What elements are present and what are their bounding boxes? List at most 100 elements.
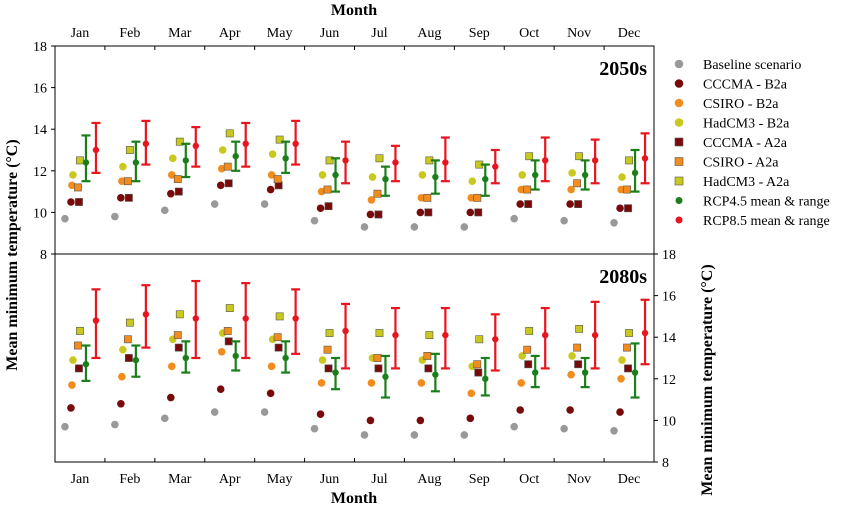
panel-2050s-rcp85-mean bbox=[342, 157, 349, 164]
panel-2050s-hadcm3_a2a-point bbox=[375, 154, 384, 163]
panel-2080s-hadcm3_b2a-point bbox=[618, 356, 626, 364]
panel-2050s-baseline-point bbox=[310, 216, 319, 225]
panel-2050s-rcp45-mean bbox=[132, 159, 140, 166]
panel-2050s-y-tick-label: 16 bbox=[33, 82, 47, 97]
panel-2050s-csiro_b2a-point bbox=[617, 185, 625, 194]
panel-2080s-csiro_a2a-point bbox=[223, 327, 232, 335]
panel-2050s-cccma_b2a-point bbox=[117, 194, 125, 202]
bottom-month-label-sep: Sep bbox=[469, 472, 490, 487]
panel-2080s-rcp45-mean bbox=[332, 369, 339, 376]
legend-item-baseline: Baseline scenario bbox=[674, 58, 801, 73]
panel-2050s-hadcm3_b2a-point bbox=[268, 150, 277, 158]
panel-2050s-hadcm3_b2a-point bbox=[69, 171, 77, 179]
panel-2080s-cccma_b2a-point bbox=[316, 410, 325, 418]
panel-2050s-rcp85-mean bbox=[192, 142, 199, 150]
panel-2050s-cccma_a2a-point bbox=[75, 198, 83, 206]
panel-2050s-cccma_b2a-point bbox=[416, 208, 425, 217]
panel-2080s-hadcm3_b2a-point bbox=[568, 352, 576, 360]
panel-2080s-baseline-point bbox=[160, 414, 169, 423]
panel-2050s-rcp85-mean bbox=[542, 157, 549, 164]
panel-2080s-csiro_b2a-point bbox=[118, 372, 126, 381]
panel-2050s-rcp85-mean bbox=[392, 159, 399, 166]
panel-2050s-hadcm3_a2a-point bbox=[125, 146, 134, 154]
panel-2080s-cccma_a2a-point bbox=[474, 368, 483, 377]
panel-2080s-cccma_b2a-point bbox=[117, 399, 125, 408]
panel-2080s-rcp85-mean bbox=[591, 331, 599, 339]
legend: Baseline scenario CCCMA - B2a CSIRO - B2a H… bbox=[674, 58, 830, 229]
panel-2080s-rcp85-mean bbox=[292, 315, 299, 322]
panel-2080s-cccma_b2a-point bbox=[466, 414, 475, 423]
panel-2080s-y-tick-label: 18 bbox=[662, 248, 676, 263]
panel-2050s-label: 2050s bbox=[599, 58, 647, 80]
panel-2050s-hadcm3_b2a-point bbox=[568, 169, 576, 177]
panel-2050s-hadcm3_b2a-point bbox=[418, 171, 427, 179]
panel-2050s-y-tick-label: 10 bbox=[33, 206, 47, 221]
legend-item-csiro_b2a: CSIRO - B2a bbox=[674, 97, 779, 112]
panel-2050s-cccma_a2a-point bbox=[574, 200, 583, 208]
panel-2050s-csiro_a2a-point bbox=[74, 183, 82, 192]
legend-item-rcp45: RCP4.5 mean & range bbox=[675, 195, 830, 210]
panel-2050s-csiro_b2a-point bbox=[367, 196, 376, 204]
panel-2050s-rcp45-mean bbox=[382, 175, 389, 183]
panel-2050s-rcp85-mean bbox=[591, 157, 599, 164]
panel-2050s-baseline-point bbox=[160, 206, 169, 215]
panel-2080s-csiro_b2a-point bbox=[617, 375, 625, 383]
bottom-month-label-jul: Jul bbox=[371, 472, 387, 487]
panel-2080s-cccma_b2a-point bbox=[416, 416, 425, 425]
panel-2050s-cccma_b2a-point bbox=[466, 208, 475, 217]
legend-label-hadcm3_b2a: HadCM3 - B2a bbox=[703, 117, 790, 132]
panel-2080s-csiro_b2a-point bbox=[217, 347, 226, 356]
panel-2050s-csiro_a2a-point bbox=[323, 185, 332, 194]
panel-2080s-csiro_b2a-point bbox=[567, 370, 575, 379]
panel-2050s-rcp45-mean bbox=[482, 175, 489, 183]
panel-2050s-baseline-point bbox=[560, 216, 568, 225]
legend-marker-csiro_b2a bbox=[674, 98, 684, 108]
panel-2080s-cccma_b2a-point bbox=[67, 404, 75, 412]
panel-2050s-csiro_a2a-point bbox=[623, 185, 631, 194]
panel-2080s-cccma_a2a-point bbox=[574, 360, 583, 369]
panel-2080s-cccma_a2a-point bbox=[424, 364, 433, 373]
legend-label-cccma_a2a: CCCMA - A2a bbox=[703, 136, 788, 151]
panel-2080s-csiro_b2a-point bbox=[517, 379, 526, 387]
panel-2080s-cccma_b2a-point bbox=[216, 385, 225, 394]
panel-2050s-rcp45-mean bbox=[532, 171, 539, 179]
top-month-label-jan: Jan bbox=[71, 26, 90, 41]
panel-2080s-hadcm3_b2a-point bbox=[119, 345, 127, 354]
panel-2080s-csiro_b2a-point bbox=[467, 389, 476, 398]
legend-marker-cccma_b2a bbox=[674, 79, 684, 88]
panel-2050s-cccma_a2a-point bbox=[624, 204, 632, 213]
panel-2050s-rcp85-mean bbox=[242, 140, 249, 147]
panel-2080s-csiro_b2a-point bbox=[317, 379, 326, 387]
top-month-label-jul: Jul bbox=[371, 26, 387, 41]
panel-2050s-csiro_b2a-point bbox=[467, 194, 476, 202]
top-month-label-mar: Mar bbox=[168, 26, 192, 41]
panel-2050s-hadcm3_b2a-point bbox=[518, 171, 527, 179]
panel-2080s-csiro_a2a-point bbox=[273, 333, 282, 342]
panel-2080s-rcp45-mean bbox=[282, 354, 289, 362]
panel-2050s-rcp85-mean bbox=[492, 163, 499, 170]
panel-2050s-cccma_a2a-point bbox=[374, 210, 383, 219]
panel-2050s-csiro_b2a-point bbox=[217, 164, 226, 173]
panel-2050s-cccma_b2a-point bbox=[67, 198, 75, 206]
panel-2080s-cccma_a2a-point bbox=[174, 343, 183, 352]
panel-2050s-baseline-point bbox=[360, 223, 369, 231]
panel-2050s-rcp45-mean bbox=[631, 169, 639, 177]
panel-2050s-rcp45-mean bbox=[232, 153, 239, 160]
panel-2080s-hadcm3_a2a-point bbox=[275, 312, 284, 321]
legend-marker-rcp85 bbox=[675, 216, 683, 224]
panel-2080s-csiro_b2a-point bbox=[267, 362, 276, 371]
panel-2080s-hadcm3_a2a-point bbox=[625, 329, 633, 337]
bottom-month-label-mar: Mar bbox=[168, 472, 192, 487]
bottom-axis-title: Month bbox=[331, 490, 377, 507]
panel-2080s-csiro_b2a-point bbox=[417, 379, 426, 387]
legend-label-rcp45: RCP4.5 mean & range bbox=[703, 195, 830, 210]
panel-2080s-cccma_b2a-point bbox=[516, 406, 525, 414]
panel-2050s-hadcm3_a2a-point bbox=[76, 156, 84, 165]
panel-2050s-cccma_a2a-point bbox=[524, 200, 533, 208]
top-month-label-jun: Jun bbox=[320, 26, 339, 41]
panel-2080s-csiro_a2a-point bbox=[74, 341, 82, 350]
panel-2080s-rcp85-mean bbox=[142, 311, 150, 318]
panel-2080s-rcp85-mean bbox=[392, 331, 399, 339]
panel-2080s-rcp45-mean bbox=[132, 356, 140, 364]
